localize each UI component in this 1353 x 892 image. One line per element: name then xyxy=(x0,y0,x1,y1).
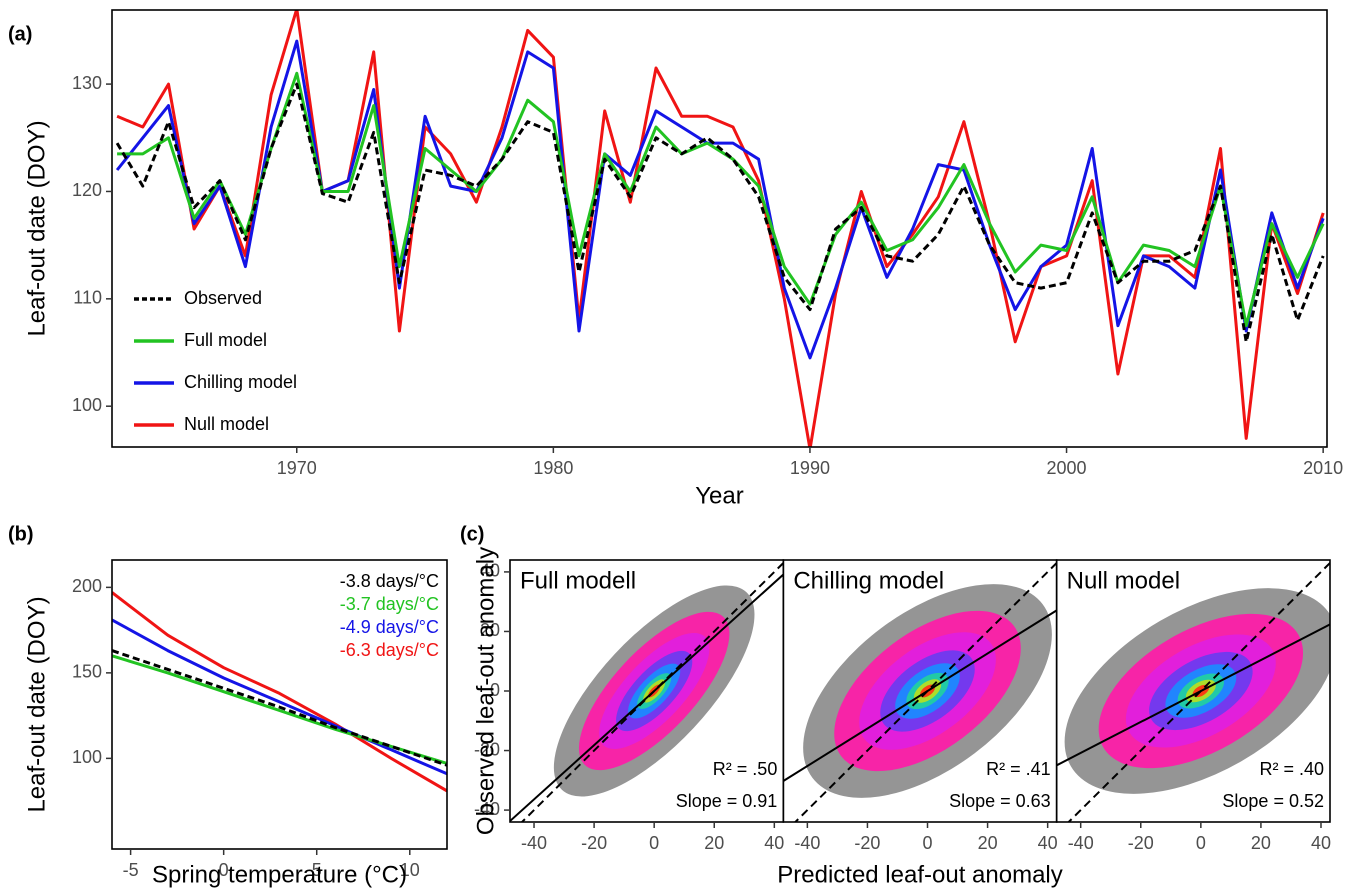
x-tick-label: 0 xyxy=(219,860,229,880)
series-line xyxy=(115,82,1325,344)
y-tick-label: 130 xyxy=(72,73,102,93)
legend-label: Full model xyxy=(184,330,267,350)
plot-area xyxy=(1056,562,1330,822)
y-tick-label: 20 xyxy=(480,620,500,640)
x-tick-label: 0 xyxy=(923,833,933,853)
slope-label: -3.7 days/°C xyxy=(340,594,439,614)
slope-label: -6.3 days/°C xyxy=(340,640,439,660)
x-tick-label: 2000 xyxy=(1047,458,1087,478)
plot-area xyxy=(115,10,1325,447)
x-tick-label: -20 xyxy=(854,833,880,853)
x-axis-title: Spring temperature (°C) xyxy=(152,861,407,888)
panel-label: (c) xyxy=(460,523,484,545)
series-line xyxy=(112,591,447,793)
x-tick-label: -40 xyxy=(794,833,820,853)
y-axis-title: Leaf-out date (DOY) xyxy=(23,120,50,336)
x-tick-label: 20 xyxy=(978,833,998,853)
r2-label: R² = .40 xyxy=(1259,759,1324,779)
facet-title: Full modell xyxy=(520,567,636,594)
y-axis-title: Observed leaf-out anomaly xyxy=(472,547,499,835)
plot-area xyxy=(783,562,1057,822)
y-axis-title: Leaf-out date (DOY) xyxy=(23,596,50,812)
slope-text: Slope = 0.91 xyxy=(676,791,778,811)
y-tick-label: -40 xyxy=(474,799,500,819)
x-axis-title: Year xyxy=(695,482,744,509)
x-tick-label: 5 xyxy=(312,860,322,880)
y-tick-label: 200 xyxy=(72,576,102,596)
y-tick-label: 40 xyxy=(480,561,500,581)
y-tick-label: 100 xyxy=(72,747,102,767)
r2-label: R² = .41 xyxy=(986,759,1051,779)
legend-label: Observed xyxy=(184,288,262,308)
y-tick-label: 0 xyxy=(490,680,500,700)
plot-frame xyxy=(1055,559,1331,823)
y-tick-label: 100 xyxy=(72,395,102,415)
slope-text: Slope = 0.52 xyxy=(1222,791,1324,811)
x-tick-label: -20 xyxy=(581,833,607,853)
x-tick-label: 1980 xyxy=(533,458,573,478)
x-tick-label: 40 xyxy=(764,833,784,853)
panel-label: (b) xyxy=(8,523,34,545)
r2-label: R² = .50 xyxy=(713,759,778,779)
fit-line xyxy=(510,573,784,822)
x-tick-label: 1990 xyxy=(790,458,830,478)
x-tick-label: -40 xyxy=(521,833,547,853)
legend-label: Null model xyxy=(184,414,269,434)
x-axis-title: Predicted leaf-out anomaly xyxy=(777,861,1063,888)
x-tick-label: -20 xyxy=(1128,833,1154,853)
facet-title: Null model xyxy=(1067,567,1180,594)
panel-label: (a) xyxy=(8,23,32,45)
slope-text: Slope = 0.63 xyxy=(949,791,1051,811)
plot-area xyxy=(510,562,784,822)
x-tick-label: 0 xyxy=(1196,833,1206,853)
y-tick-label: 120 xyxy=(72,180,102,200)
series-line xyxy=(112,649,447,767)
x-tick-label: 1970 xyxy=(277,458,317,478)
x-tick-label: 10 xyxy=(400,860,420,880)
x-tick-label: -5 xyxy=(123,860,139,880)
legend-label: Chilling model xyxy=(184,372,297,392)
slope-label: -3.8 days/°C xyxy=(340,571,439,591)
y-tick-label: -20 xyxy=(474,739,500,759)
x-tick-label: 40 xyxy=(1311,833,1331,853)
y-tick-label: 150 xyxy=(72,662,102,682)
x-tick-label: 0 xyxy=(649,833,659,853)
x-tick-label: 40 xyxy=(1038,833,1058,853)
x-tick-label: 20 xyxy=(704,833,724,853)
fit-line xyxy=(783,609,1057,782)
y-tick-label: 110 xyxy=(73,288,102,308)
plot-frame xyxy=(111,9,1328,448)
series-line xyxy=(117,71,1325,328)
slope-label: -4.9 days/°C xyxy=(340,617,439,637)
plot-frame xyxy=(111,559,448,850)
series-line xyxy=(112,618,447,776)
x-tick-label: -40 xyxy=(1068,833,1094,853)
facet-title: Chilling model xyxy=(793,567,944,594)
plot-area xyxy=(112,591,447,793)
fit-line xyxy=(1056,623,1330,767)
x-tick-label: 2010 xyxy=(1303,458,1343,478)
series-line xyxy=(112,654,447,765)
x-tick-label: 20 xyxy=(1251,833,1271,853)
